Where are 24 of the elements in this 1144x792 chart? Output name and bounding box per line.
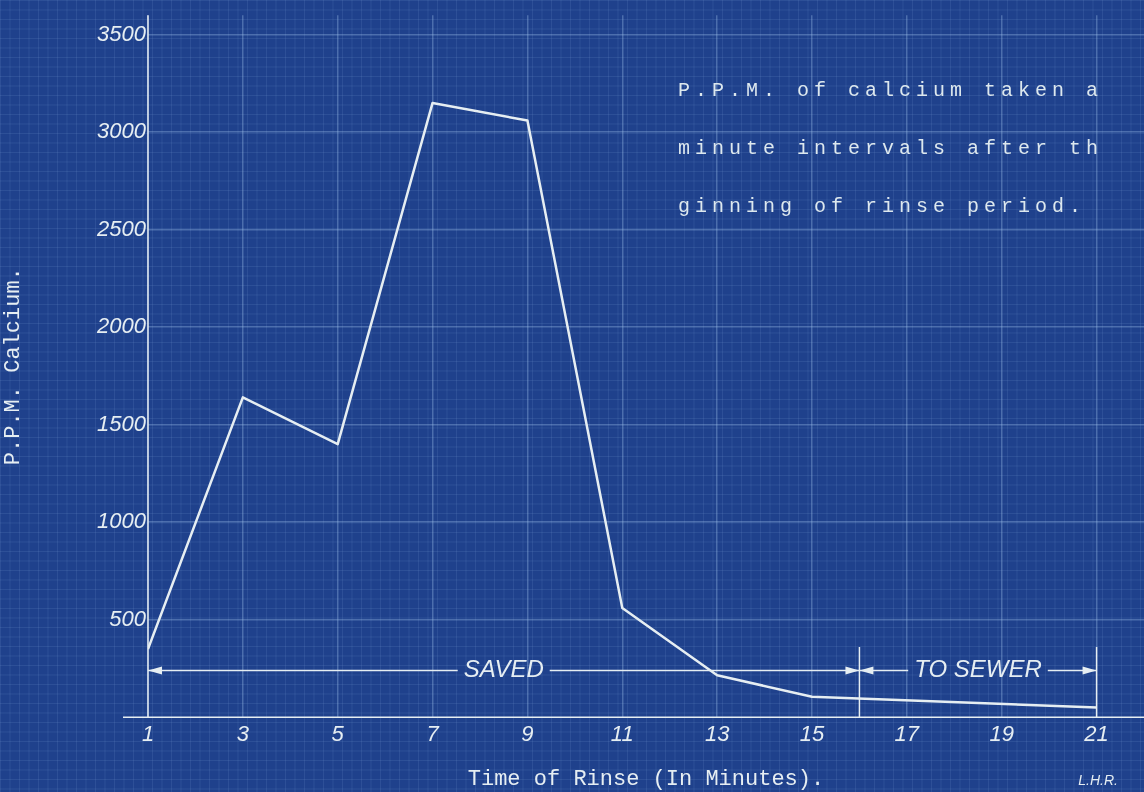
annotation: TO SEWER [914, 655, 1042, 683]
x-tick-label: 1 [141, 720, 155, 746]
x-tick-label: 3 [236, 720, 250, 746]
x-tick-label: 13 [704, 720, 731, 746]
y-tick-label: 500 [109, 605, 147, 631]
annotation: SAVED [463, 655, 544, 683]
x-tick-label: 15 [799, 720, 825, 746]
chart-title: P.P.M. of calcium taken a minute intervals after th ginning of rinse period. [678, 79, 1104, 218]
y-tick-label: 2000 [96, 313, 147, 339]
x-tick-label: 5 [331, 720, 345, 746]
y-tick-label: 3500 [97, 20, 147, 46]
x-axis-title: Time of Rinse (In Minutes). [467, 766, 825, 792]
x-tick-label: 21 [1083, 720, 1109, 746]
y-tick-label: 3000 [97, 118, 147, 144]
y-tick-label: 2500 [96, 215, 147, 241]
y-tick-label: 1500 [97, 410, 147, 436]
x-tick-label: 19 [989, 720, 1014, 746]
x-tick-label: 7 [426, 720, 440, 746]
y-axis-title: P.P.M. Calcium. [1, 267, 27, 466]
y-tick-label: 1000 [97, 508, 147, 534]
text: L.H.R. [1078, 771, 1118, 788]
x-tick-label: 17 [894, 720, 920, 746]
x-tick-label: 11 [610, 720, 634, 746]
x-tick-label: 9 [521, 720, 534, 746]
